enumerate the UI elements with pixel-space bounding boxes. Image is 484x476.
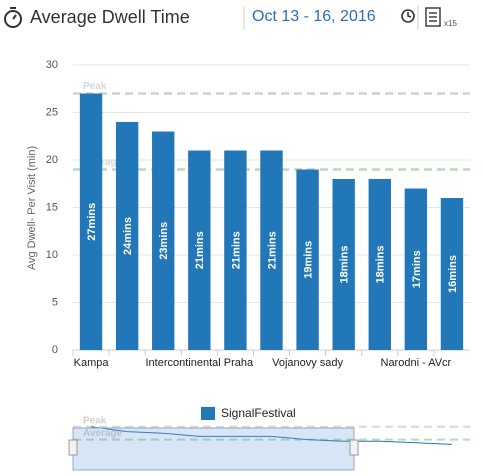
y-tick-label: 5 [52,296,58,308]
bar-value-label: 24mins [122,217,134,255]
x-tick-label: Narodni - AVcr [381,357,452,369]
widget-title: Average Dwell Time [30,7,190,27]
navigator-selection [72,427,355,471]
bar [115,122,139,350]
x-tick-label: Kampa [74,357,110,369]
y-tick-label: 15 [46,201,58,213]
y-tick-label: 25 [46,106,58,118]
bar [260,150,283,350]
calendar-badge: x15 [444,19,457,28]
bar-value-label: 19mins [302,241,314,279]
reference-label: Average [83,157,123,168]
bar-value-label: 27mins [86,203,98,241]
bar [296,169,319,350]
bar [440,198,464,350]
stopwatch-icon [4,7,22,28]
bar-value-label: 17mins [411,250,423,288]
x-tick-label: Intercontinental Praha [145,357,254,369]
bar-value-label: 18mins [375,246,387,284]
bar-value-label: 16mins [447,255,459,293]
y-tick-label: 0 [52,344,58,356]
navigator-handle[interactable] [349,439,359,456]
navigator-reference-label: Average [83,428,123,439]
bar [404,188,428,350]
y-axis-label: Avg Dwell- Per Visit (min) [26,146,38,270]
navigator-reference-label: Peak [83,415,107,426]
bar-value-label: 23mins [158,222,170,260]
x-tick-label: Vojanovy sady [272,357,343,369]
bar [368,179,391,350]
bar-value-label: 21mins [194,231,206,269]
legend-swatch [201,407,215,420]
clock-icon[interactable] [401,9,415,23]
bar-value-label: 21mins [266,231,278,269]
bar-value-label: 18mins [339,246,351,284]
legend-label: SignalFestival [221,406,296,420]
navigator-handle[interactable] [68,439,78,456]
bar [79,93,103,350]
bar-value-label: 21mins [230,231,242,269]
y-tick-label: 30 [46,59,58,71]
reference-label: Peak [83,81,107,92]
bar [332,179,355,350]
date-range[interactable]: Oct 13 - 16, 2016 [252,8,376,25]
y-tick-label: 20 [46,154,58,166]
y-tick-label: 10 [46,249,58,261]
bar [188,150,211,350]
bar [152,131,175,350]
navigator-line [90,426,452,445]
calendar-icon[interactable] [425,7,441,27]
bar [224,150,247,350]
